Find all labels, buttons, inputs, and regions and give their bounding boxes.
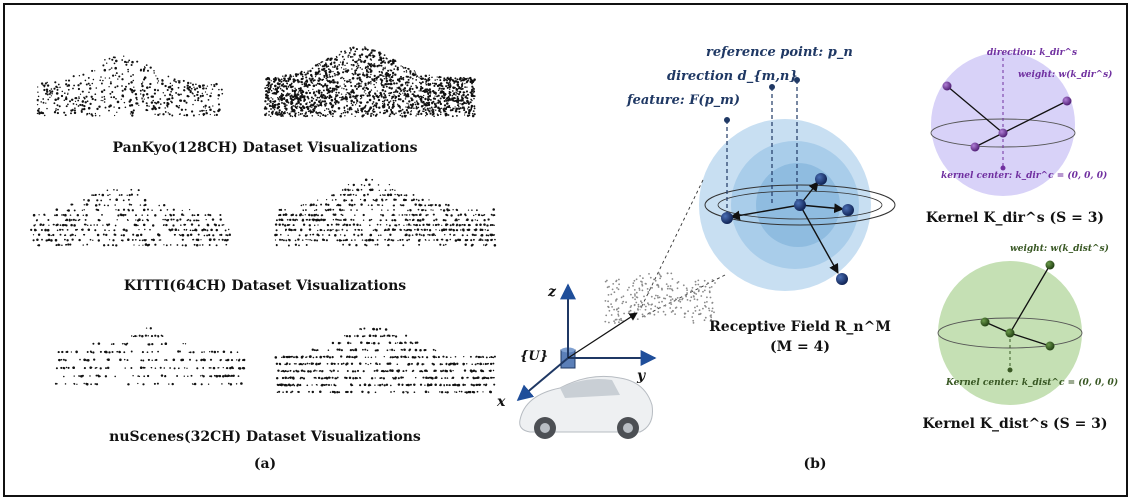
vehicle-illustration [519, 347, 653, 439]
neighbor-node [836, 273, 848, 285]
receptive-field-param: (M = 4) [770, 339, 830, 355]
sensor-ray [567, 312, 638, 359]
axis-y-label: y [636, 368, 646, 384]
axis-z-label: z [547, 284, 557, 300]
caption-nuscenes: nuScenes(32CH) Dataset Visualizations [109, 429, 421, 445]
equator-outer [704, 184, 896, 226]
kernel-dir-direction-label: direction: k_dir^s [987, 48, 1077, 58]
label-leader-lines [726, 80, 798, 218]
neighbor-node [721, 212, 733, 224]
kernel-dir-center-label: kernel center: k_dir^c = (0, 0, 0) [941, 170, 1107, 181]
direction-dot [769, 84, 775, 90]
neighbor-node [815, 173, 827, 185]
coordinate-axes [516, 283, 657, 402]
caption-kitti: KITTI(64CH) Dataset Visualizations [124, 278, 406, 294]
kernel-dist-weight-label: weight: w(k_dist^s) [1010, 243, 1109, 254]
kernel-dist-title: Kernel K_dist^s (S = 3) [922, 416, 1107, 432]
equator-inner [717, 190, 883, 220]
kernel-dir-title: Kernel K_dir^s (S = 3) [926, 210, 1104, 226]
reference-point-label: reference point: p_n [706, 45, 853, 60]
figure-frame [3, 3, 1128, 497]
kernel-dir-diagram [930, 52, 1076, 196]
reference-point-node [794, 199, 806, 211]
neighbor-node [842, 204, 854, 216]
zoomed-point-cloud [604, 272, 716, 324]
point-cloud-visualizations [30, 46, 497, 394]
feature-label: feature: F(p_m) [626, 93, 740, 108]
receptive-field-title: Receptive Field R_n^M [709, 319, 891, 335]
direction-label: direction d_{m,n} [667, 69, 798, 84]
kernel-dir-weight-label: weight: w(k_dir^s) [1018, 69, 1112, 80]
reference-dot [794, 77, 800, 83]
kernel-dist-diagram [937, 260, 1083, 405]
kernel-dist-center-label: Kernel center: k_dist^c = (0, 0, 0) [945, 377, 1118, 388]
axis-x-label: x [496, 394, 506, 410]
frame-label: {U} [520, 349, 548, 364]
caption-pankyo: PanKyo(128CH) Dataset Visualizations [113, 140, 418, 156]
receptive-field-spheres [699, 119, 896, 291]
panel-b-label: (b) [803, 456, 826, 472]
feature-dot [724, 117, 730, 123]
panel-a-label: (a) [254, 456, 276, 472]
